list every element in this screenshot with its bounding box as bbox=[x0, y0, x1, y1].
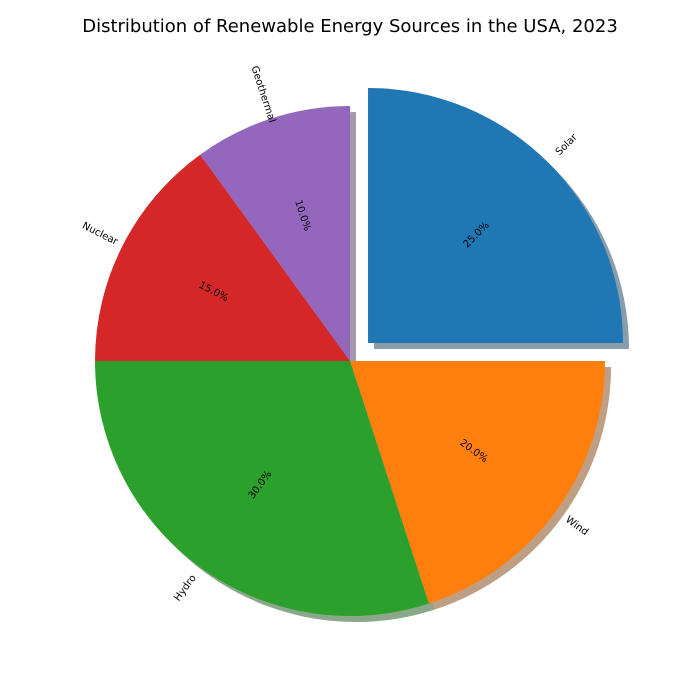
category-label-hydro: Hydro bbox=[172, 573, 198, 604]
slice-solar bbox=[368, 87, 624, 343]
pie-slices bbox=[95, 87, 624, 616]
chart-title: Distribution of Renewable Energy Sources… bbox=[82, 16, 618, 37]
category-label-nuclear: Nuclear bbox=[80, 220, 120, 248]
category-label-solar: Solar bbox=[554, 131, 580, 157]
slice-geothermal bbox=[200, 106, 350, 361]
category-label-wind: Wind bbox=[563, 514, 590, 538]
slice-nuclear bbox=[95, 154, 350, 361]
slice-wind bbox=[350, 361, 605, 604]
slice-hydro bbox=[95, 361, 429, 616]
category-label-geothermal: Geothermal bbox=[248, 65, 277, 125]
